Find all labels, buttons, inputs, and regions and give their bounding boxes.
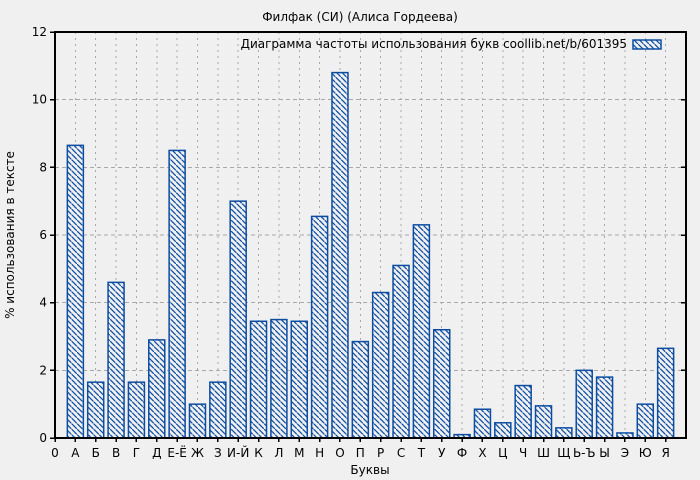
- bar-Ю: [636, 403, 655, 439]
- bar-А: [66, 144, 85, 439]
- bar-Х: [473, 408, 492, 439]
- y-tick-label: 6: [39, 228, 47, 242]
- bar-К: [249, 320, 268, 439]
- x-tick-label: Б: [92, 446, 100, 460]
- bar-Н: [310, 215, 329, 439]
- bar-В: [107, 281, 125, 439]
- bar-Ь-Ъ: [575, 369, 593, 439]
- bar-Ы: [595, 376, 614, 439]
- y-tick-label: 8: [39, 160, 47, 174]
- bar-Г: [127, 381, 146, 439]
- x-tick-label: Т: [417, 446, 426, 460]
- bars: [66, 71, 675, 439]
- y-tick-label: 2: [39, 363, 47, 377]
- y-tick-label: 10: [32, 93, 47, 107]
- bar-Т: [412, 224, 431, 439]
- x-tick-label: О: [335, 446, 344, 460]
- x-tick-label: Е-Ё: [167, 445, 187, 460]
- legend-label: Диаграмма частоты использования букв coo…: [241, 37, 627, 51]
- chart-title: Филфак (СИ) (Алиса Гордеева): [262, 10, 458, 24]
- bar-Ц: [494, 422, 512, 439]
- x-tick-label: З: [214, 446, 222, 460]
- bar-Д: [148, 339, 166, 439]
- x-tick-label: Г: [133, 446, 140, 460]
- x-tick-label: Ц: [498, 446, 507, 460]
- x-tick-label: Р: [377, 446, 384, 460]
- y-axis-label: % использования в тексте: [3, 151, 17, 319]
- bar-М: [290, 320, 309, 439]
- x-tick-label: Х: [478, 446, 486, 460]
- x-tick-label: С: [397, 446, 405, 460]
- x-axis-label: Буквы: [350, 463, 389, 477]
- bar-Б: [86, 381, 105, 439]
- bar-Я: [656, 347, 675, 439]
- bar-Ш: [534, 405, 553, 439]
- x-tick-label: Ф: [457, 446, 467, 460]
- x-tick-label: А: [71, 446, 80, 460]
- bar-Ж: [188, 403, 207, 439]
- x-tick-label: Я: [661, 446, 669, 460]
- bar-О: [331, 71, 349, 439]
- x-tick-label: Э: [621, 446, 629, 460]
- x-tick-label: М: [294, 446, 304, 460]
- plot-border: [54, 31, 687, 439]
- bar-Л: [270, 318, 288, 439]
- bar-С: [392, 264, 410, 439]
- x-tick-label: Н: [315, 446, 324, 460]
- bar-П: [351, 340, 370, 439]
- bar-Е-Ё: [168, 149, 186, 439]
- y-tick-label: 12: [32, 25, 47, 39]
- x-tick-label: И-Й: [227, 445, 249, 460]
- bar-У: [432, 328, 451, 439]
- x-tick-label: К: [254, 446, 263, 460]
- x-tick-label: Л: [274, 446, 283, 460]
- bar-Щ: [555, 427, 573, 439]
- legend-swatch-icon: [632, 39, 662, 50]
- x-tick-label: У: [438, 446, 446, 460]
- x-tick-label: П: [356, 446, 365, 460]
- x-tick-label: В: [112, 446, 120, 460]
- y-tick-label: 4: [39, 296, 47, 310]
- bar-И-Й: [229, 200, 247, 439]
- x-tick-label: Ш: [537, 446, 550, 460]
- bar-Ч: [514, 384, 532, 439]
- x-tick-label: 0: [51, 446, 59, 460]
- bar-З: [209, 381, 227, 439]
- x-tick-label: Щ: [557, 446, 570, 460]
- x-tick-label: Ы: [599, 446, 610, 460]
- x-tick-label: Ь-Ъ: [573, 446, 596, 460]
- x-tick-label: Ч: [519, 446, 527, 460]
- x-tick-label: Д: [152, 446, 161, 460]
- x-tick-label: Ж: [191, 446, 204, 460]
- y-tick-label: 0: [39, 431, 47, 445]
- legend: Диаграмма частоты использования букв coo…: [241, 37, 662, 51]
- x-tick-label: Ю: [639, 446, 652, 460]
- bar-Р: [371, 291, 390, 439]
